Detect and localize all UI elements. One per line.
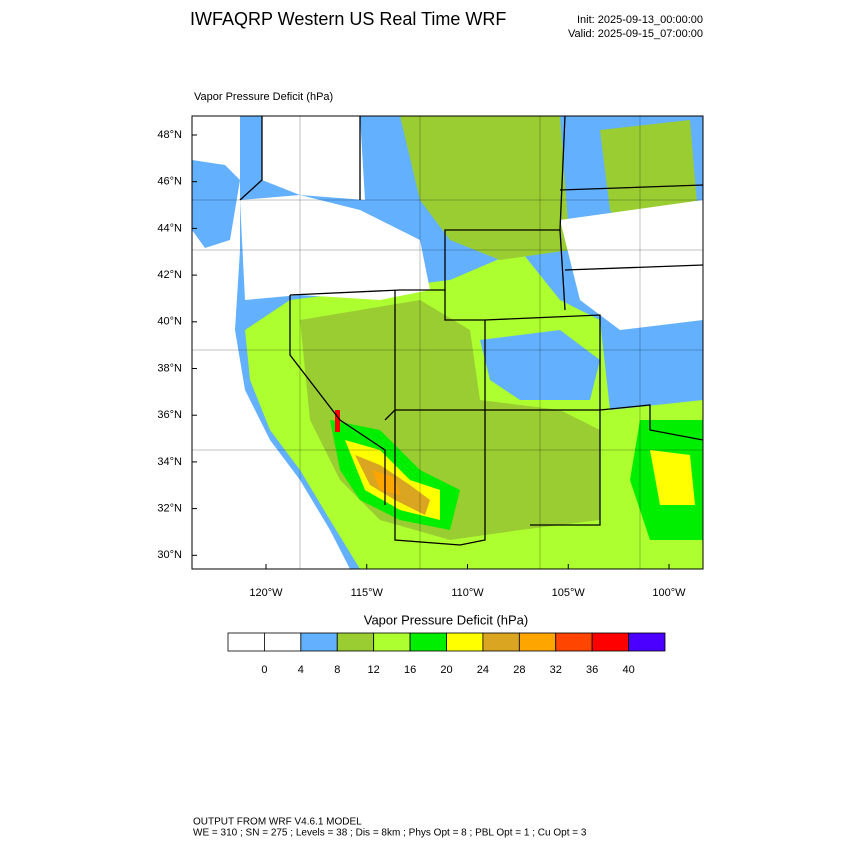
colorbar-label: 0 — [261, 664, 267, 676]
colorbar-box — [555, 632, 593, 652]
colorbar-box — [300, 632, 338, 652]
lat-label: 30°N — [157, 549, 182, 561]
colorbar-box — [628, 632, 666, 652]
colorbar-label: 8 — [334, 664, 340, 676]
lat-label: 34°N — [157, 456, 182, 468]
colorbar-title: Vapor Pressure Deficit (hPa) — [364, 612, 529, 627]
colorbar-box — [446, 632, 484, 652]
lon-labels: 120°W 115°W 110°W 105°W 100°W — [249, 564, 686, 599]
footer-line: OUTPUT FROM WRF V4.6.1 MODEL — [193, 817, 362, 828]
lat-label: 44°N — [157, 222, 182, 234]
lat-label: 32°N — [157, 503, 182, 515]
title: IWFAQRP Western US Real Time WRF — [190, 9, 506, 29]
lat-label: 38°N — [157, 362, 182, 374]
colorbar-label: 16 — [404, 664, 416, 676]
colorbar-label: 28 — [513, 664, 525, 676]
lat-label: 48°N — [157, 129, 182, 141]
lon-label: 105°W — [552, 587, 586, 599]
lon-label: 120°W — [249, 587, 283, 599]
colorbar-box — [591, 632, 629, 652]
colorbar-label: 20 — [440, 664, 452, 676]
valid-time: Valid: 2025-09-15_07:00:00 — [568, 28, 703, 40]
colorbar-box — [264, 632, 302, 652]
footer-line: WE = 310 ; SN = 275 ; Levels = 38 ; Dis … — [193, 828, 587, 839]
lon-label: 100°W — [652, 587, 686, 599]
colorbar-label: 36 — [586, 664, 598, 676]
init-time: Init: 2025-09-13_00:00:00 — [577, 14, 703, 26]
lat-label: 42°N — [157, 269, 182, 281]
lat-label: 46°N — [157, 176, 182, 188]
colorbar-box — [482, 632, 520, 652]
lat-label: 36°N — [157, 409, 182, 421]
colorbar-box — [409, 632, 447, 652]
lat-labels: 48°N 46°N 44°N 42°N 40°N 38°N 36°N 34°N 32°N 30°N — [157, 129, 197, 561]
lat-label: 40°N — [157, 316, 182, 328]
lon-label: 110°W — [451, 587, 484, 599]
colorbar: 0 4 8 12 16 20 24 28 32 36 40 — [227, 632, 666, 676]
lon-label: 115°W — [351, 587, 384, 599]
colorbar-box — [227, 632, 265, 652]
colorbar-box — [373, 632, 411, 652]
colorbar-box — [336, 632, 375, 652]
colorbar-label: 32 — [550, 664, 562, 676]
colorbar-label: 40 — [622, 664, 634, 676]
field-label: Vapor Pressure Deficit (hPa) — [194, 91, 333, 103]
map-image — [192, 116, 703, 569]
colorbar-label: 24 — [477, 664, 489, 676]
colorbar-label: 12 — [368, 664, 380, 676]
colorbar-label: 4 — [298, 664, 304, 676]
colorbar-box — [518, 632, 557, 652]
map-frame — [191, 115, 704, 570]
